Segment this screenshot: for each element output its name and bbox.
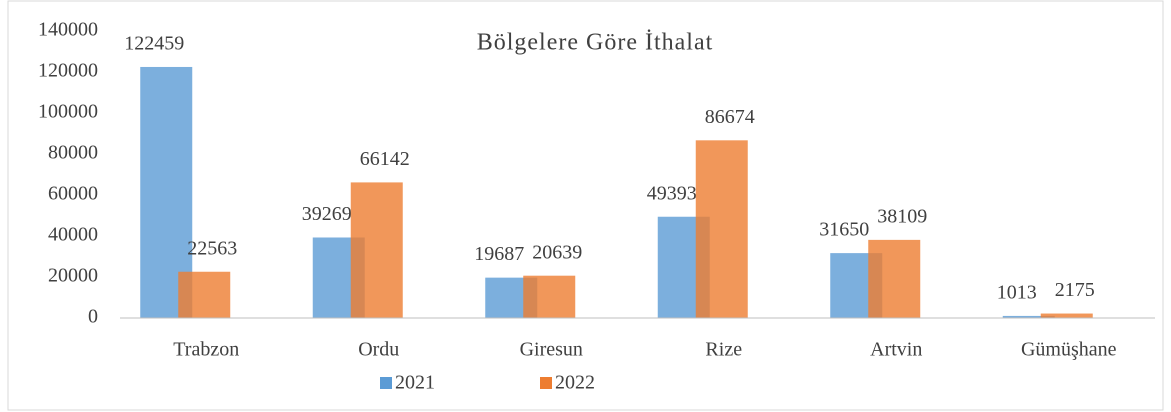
- bar: [695, 140, 748, 318]
- data-label: 66142: [360, 148, 410, 170]
- bar: [523, 275, 576, 318]
- chart-frame: [7, 0, 1164, 411]
- legend-label: 2022: [555, 372, 595, 394]
- legend-swatch: [540, 377, 552, 389]
- data-label: 1013: [997, 282, 1037, 304]
- data-label: 2175: [1055, 279, 1095, 301]
- y-tick-label: 80000: [48, 142, 98, 164]
- x-tick-label: Gümüşhane: [1021, 339, 1117, 361]
- x-tick-label: Rize: [705, 339, 742, 361]
- data-label: 19687: [474, 243, 524, 265]
- data-label: 38109: [877, 205, 927, 227]
- data-label: 122459: [124, 33, 184, 55]
- x-tick-label: Giresun: [520, 339, 583, 361]
- y-tick-label: 60000: [48, 183, 98, 205]
- legend-label: 2021: [395, 372, 435, 394]
- data-label: 20639: [532, 241, 582, 263]
- y-tick-label: 100000: [38, 101, 98, 123]
- y-tick-label: 140000: [38, 19, 98, 41]
- legend-swatch: [380, 377, 392, 389]
- data-label: 39269: [302, 203, 352, 225]
- bar: [178, 271, 231, 318]
- bar: [350, 182, 403, 318]
- data-label: 49393: [647, 182, 697, 204]
- data-label: 86674: [705, 106, 755, 128]
- data-label: 22563: [187, 237, 237, 259]
- chart-title: Bölgelere Göre İthalat: [477, 30, 714, 56]
- bar: [1002, 315, 1055, 318]
- bar: [1040, 313, 1093, 318]
- bar: [868, 239, 921, 318]
- data-label: 31650: [819, 219, 869, 241]
- y-tick-label: 120000: [38, 60, 98, 82]
- x-tick-label: Trabzon: [173, 339, 239, 361]
- y-tick-label: 0: [88, 306, 98, 328]
- x-tick-label: Artvin: [870, 339, 922, 361]
- x-tick-label: Ordu: [358, 339, 399, 361]
- y-tick-label: 40000: [48, 224, 98, 246]
- y-tick-label: 20000: [48, 265, 98, 287]
